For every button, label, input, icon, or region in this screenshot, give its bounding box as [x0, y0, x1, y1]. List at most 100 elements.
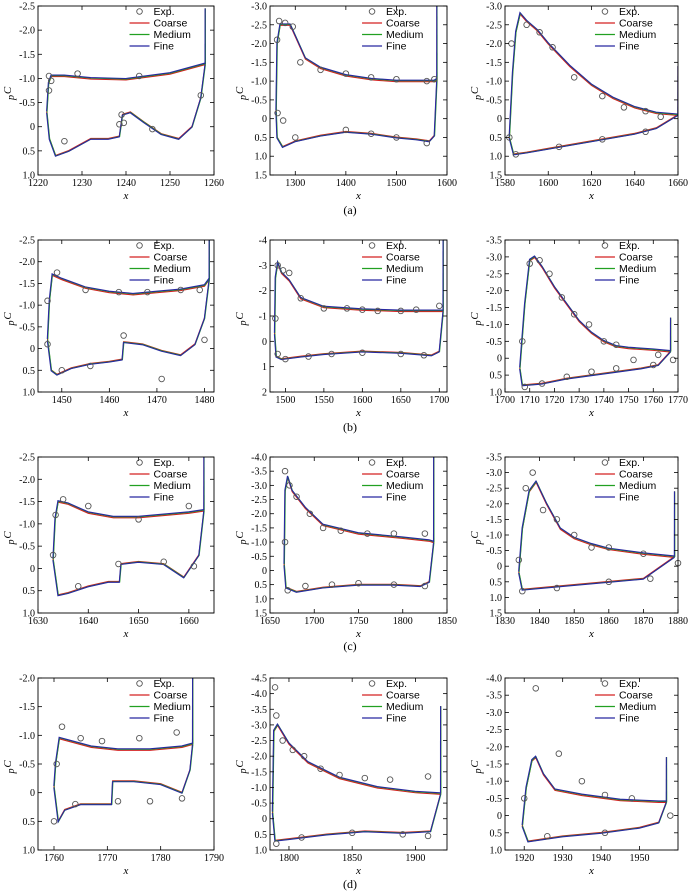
exp-point: [144, 288, 151, 296]
y-tick-label: -1.5: [251, 767, 267, 778]
legend-label-exp: Exp.: [154, 678, 175, 690]
exp-point: [640, 550, 647, 557]
x-tick-label: 1850: [342, 853, 362, 864]
y-tick-label: -1.0: [486, 320, 502, 331]
exp-point: [158, 375, 165, 383]
legend-label-exp: Exp.: [386, 6, 407, 18]
exp-point: [61, 137, 68, 145]
y-tick-label: -3.5: [251, 467, 267, 478]
y-tick-label: 1.0: [490, 388, 503, 399]
row-label-d: (d): [343, 877, 357, 891]
exp-point: [197, 92, 205, 99]
exp-point: [588, 368, 595, 375]
curves: [53, 678, 194, 824]
y-tick-label: 0: [497, 354, 502, 365]
exp-point: [306, 510, 314, 517]
x-tick-label: 1700: [429, 395, 449, 406]
exp-point: [421, 530, 429, 537]
exp-point: [515, 556, 523, 564]
y-axis-label-sub: p: [238, 540, 249, 546]
y-tick-label: -2: [259, 286, 267, 297]
exp-point: [201, 336, 208, 344]
fine-lower-line: [46, 279, 210, 376]
x-axis-label: x: [123, 190, 129, 202]
legend-exp-marker: [368, 242, 376, 249]
y-tick-label: -3.5: [251, 705, 267, 716]
y-axis-label: C: [234, 760, 246, 768]
y-tick-label: -2.0: [19, 257, 35, 268]
exp-point: [274, 262, 281, 269]
x-tick-label: 1640: [78, 616, 98, 627]
coarse-upper-line: [52, 501, 205, 561]
x-tick-label: 1750: [349, 616, 369, 627]
y-tick-label: -0.5: [19, 322, 35, 333]
exp-point: [423, 139, 431, 147]
y-axis-label-sub: p: [238, 321, 249, 327]
fine-upper-line: [521, 755, 667, 826]
exp-point: [279, 737, 286, 744]
exp-points: [273, 17, 438, 147]
x-ticks: 1700 1710 1720 1730 1740 1750 1760 1770: [495, 240, 688, 406]
exp-point: [355, 579, 362, 587]
y-tick-label: -1.5: [486, 760, 502, 771]
y-tick-label: -2.0: [19, 475, 35, 486]
y-tick-label: -1.5: [486, 303, 502, 314]
exp-point: [286, 482, 293, 489]
legend-label-medium: Medium: [619, 29, 657, 41]
x-tick-label: 1800: [393, 616, 413, 627]
exp-point: [642, 128, 649, 136]
exp-point: [297, 59, 304, 66]
y-tick-label: -2.5: [251, 495, 267, 506]
exp-point: [620, 104, 628, 111]
x-tick-label: 1740: [594, 395, 614, 406]
y-tick-label: 1.0: [490, 593, 503, 604]
x-tick-label: 1850: [564, 616, 584, 627]
x-tick-label: 1780: [151, 853, 171, 864]
exp-point: [436, 302, 443, 310]
exp-point: [49, 551, 57, 559]
y-tick-label: 1: [262, 362, 267, 373]
x-tick-label: 1450: [52, 395, 72, 406]
exp-point: [178, 795, 186, 802]
y-tick-label: 0.5: [23, 817, 36, 828]
exp-point: [546, 270, 553, 278]
x-tick-label: 1930: [553, 853, 573, 864]
legend-label-medium: Medium: [154, 701, 192, 713]
x-tick-label: 1650: [391, 395, 411, 406]
legend-exp-marker: [136, 680, 143, 687]
medium-upper-line: [53, 737, 194, 787]
y-tick-label: 1.0: [23, 609, 36, 620]
x-axis-label: x: [123, 628, 129, 640]
coarse-lower-line: [508, 114, 678, 155]
exp-point: [421, 582, 429, 590]
legend-label-fine: Fine: [619, 492, 640, 504]
x-tick-label: 1580: [495, 178, 515, 189]
legend-label-fine: Fine: [619, 41, 640, 53]
plot-frame: [269, 5, 448, 176]
x-tick-label: 1870: [633, 616, 653, 627]
y-tick-label: -2.5: [19, 2, 35, 13]
legend-label-exp: Exp.: [619, 678, 640, 690]
legend-label-coarse: Coarse: [619, 18, 653, 30]
y-tick-label: 0: [262, 337, 267, 348]
exp-point: [523, 21, 530, 29]
y-tick-label: -2.5: [486, 20, 502, 31]
x-tick-label: 1800: [279, 853, 299, 864]
y-axis-label-sub: p: [238, 95, 249, 101]
exp-points: [506, 21, 664, 158]
exp-point: [146, 798, 154, 805]
exp-point: [374, 307, 381, 315]
x-tick-label: 1400: [336, 178, 356, 189]
exp-point: [328, 350, 335, 358]
exp-point: [520, 795, 528, 802]
exp-point: [135, 72, 143, 80]
coarse-lower-line: [275, 78, 438, 148]
y-tick-label: -3.0: [486, 708, 502, 719]
legend-label-medium: Medium: [154, 263, 192, 275]
x-tick-label: 1710: [520, 395, 540, 406]
exp-point: [50, 818, 58, 825]
y-tick-label: -1.0: [486, 777, 502, 788]
x-tick-label: 1660: [179, 616, 199, 627]
